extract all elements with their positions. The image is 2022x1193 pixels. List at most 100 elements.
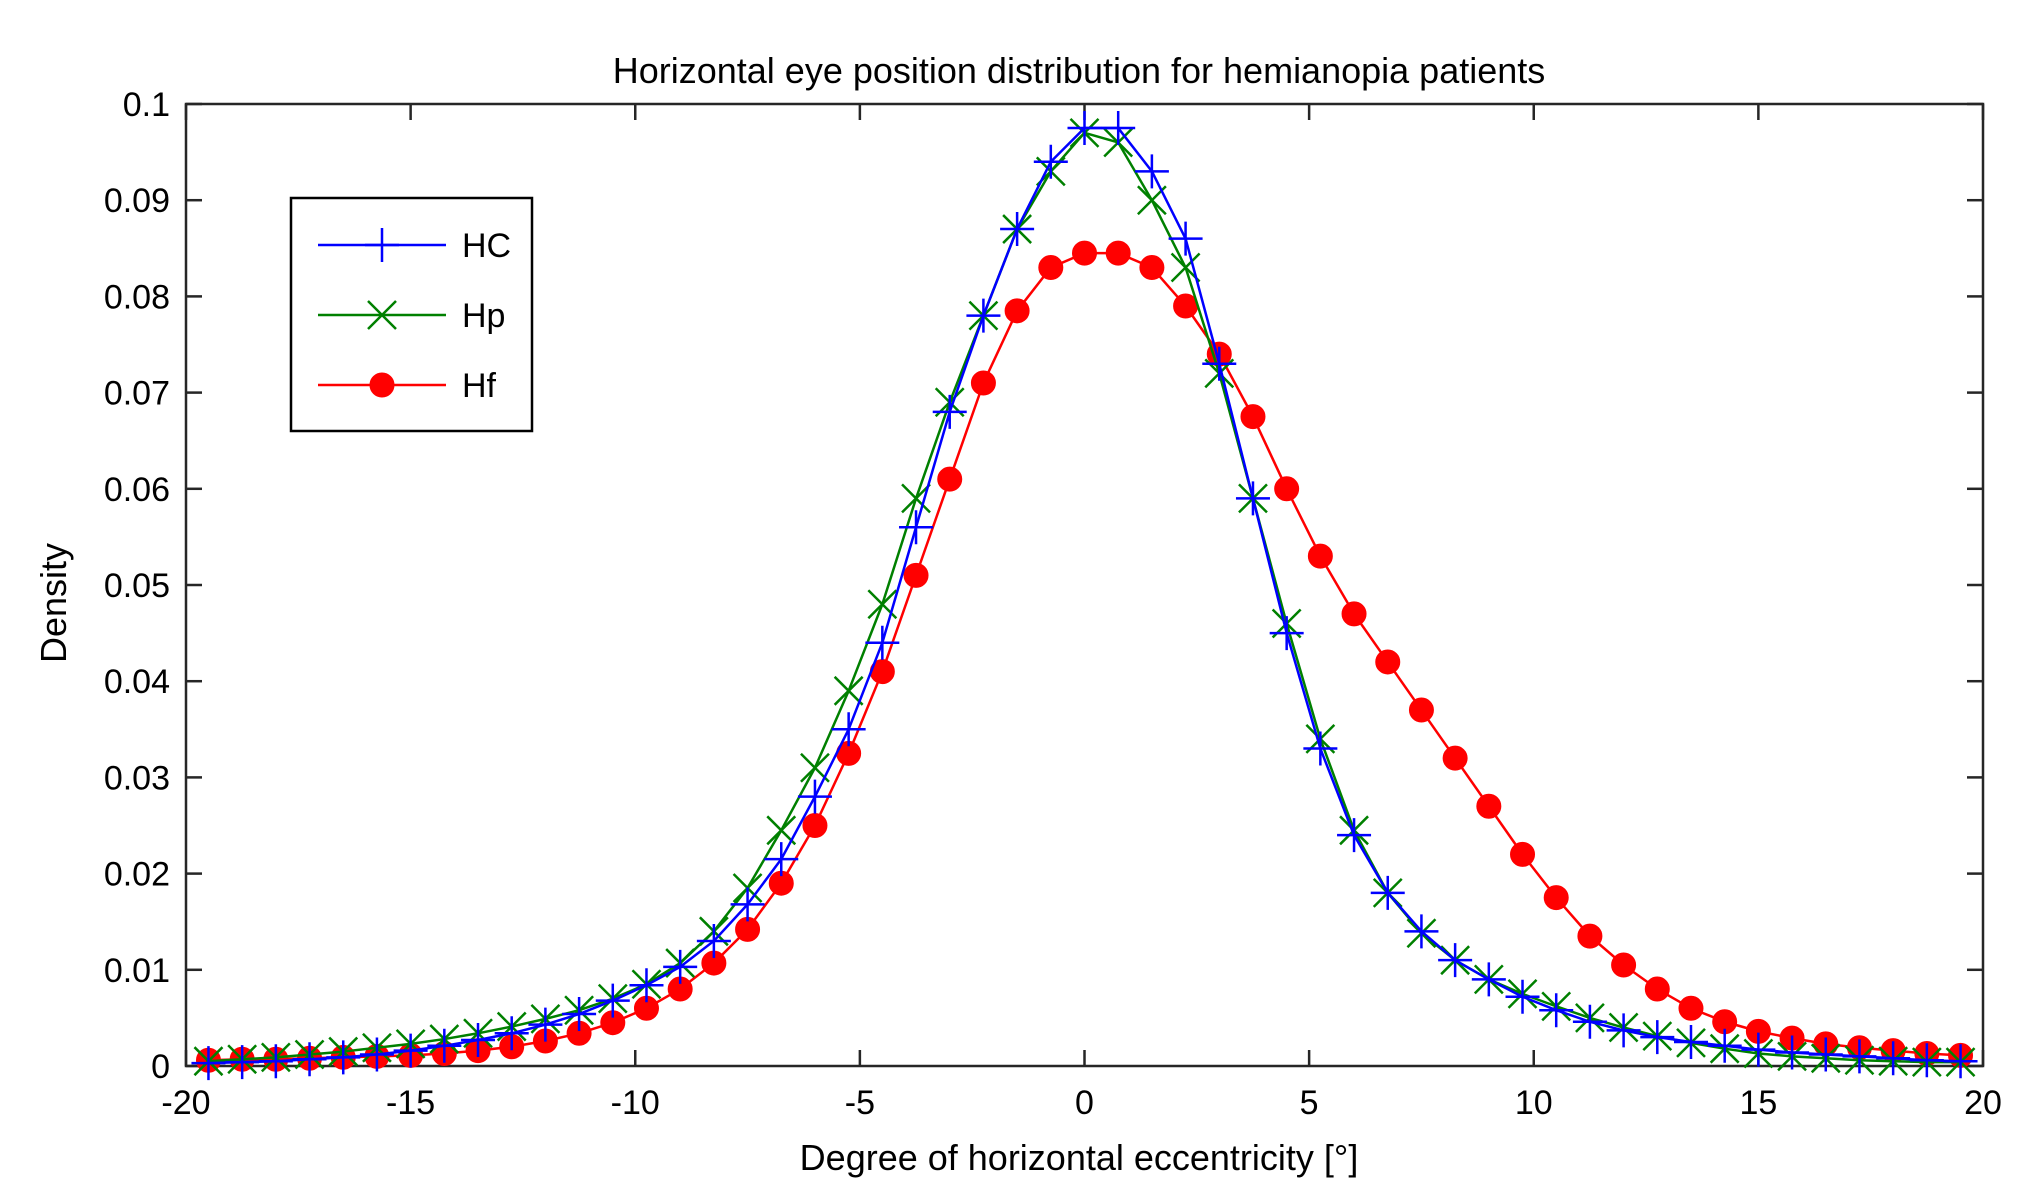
data-point-HC xyxy=(865,625,900,660)
data-point-Hf xyxy=(1307,543,1333,569)
data-point-Hf xyxy=(802,813,828,838)
data-point-HC xyxy=(1202,346,1237,381)
data-point-HC xyxy=(1876,1041,1911,1076)
y-axis-label: Density xyxy=(33,543,74,663)
legend-marker-Hp xyxy=(367,300,397,330)
y-tick-label: 0 xyxy=(151,1048,170,1086)
data-point-Hf xyxy=(1004,298,1030,324)
data-point-Hp xyxy=(833,675,864,706)
data-point-HC xyxy=(1943,1044,1978,1079)
data-point-HC xyxy=(1707,1028,1742,1063)
data-point-HC xyxy=(1303,731,1338,766)
data-point-HC xyxy=(1505,979,1540,1014)
legend-marker-Hf xyxy=(369,372,395,398)
y-tick-label: 0.06 xyxy=(104,471,170,509)
data-point-Hf xyxy=(970,370,996,396)
data-point-HC xyxy=(1337,818,1372,853)
data-point-HC xyxy=(359,1037,394,1072)
y-tick-label: 0.1 xyxy=(123,86,170,124)
data-point-HC xyxy=(225,1045,260,1080)
data-point-Hf xyxy=(1105,240,1131,266)
data-point-Hf xyxy=(1476,793,1502,819)
data-point-HC xyxy=(494,1016,529,1051)
y-tick-label: 0.03 xyxy=(104,759,170,797)
y-tick-label: 0.02 xyxy=(104,856,170,894)
data-point-Hf xyxy=(1543,885,1569,911)
data-point-HC xyxy=(899,510,934,545)
x-tick-label: 15 xyxy=(1739,1084,1777,1122)
data-point-Hf xyxy=(1072,240,1097,266)
y-tick-label: 0.05 xyxy=(104,567,170,605)
data-point-HC xyxy=(1640,1020,1675,1055)
data-point-HC xyxy=(1067,111,1102,146)
data-point-Hf xyxy=(1240,404,1266,430)
x-tick-label: 0 xyxy=(1075,1084,1094,1122)
legend-label-HC: HC xyxy=(462,227,511,265)
data-point-HC xyxy=(1471,962,1506,997)
data-point-HC xyxy=(1000,212,1035,247)
data-point-HC xyxy=(932,394,967,429)
legend: HC Hp Hf xyxy=(289,196,534,433)
y-tick-label: 0.08 xyxy=(104,278,170,316)
data-point-Hf xyxy=(1611,952,1637,978)
data-point-HC xyxy=(797,779,832,814)
data-point-HC xyxy=(1269,616,1304,651)
y-tick-label: 0.09 xyxy=(104,182,170,220)
data-point-HC xyxy=(966,298,1001,333)
data-point-Hf xyxy=(903,562,929,588)
data-point-HC xyxy=(393,1033,428,1068)
data-point-HC xyxy=(1741,1032,1776,1067)
data-point-HC xyxy=(663,949,698,984)
x-tick-label: -5 xyxy=(845,1084,875,1122)
data-point-Hf xyxy=(1341,601,1367,627)
y-tick-label: 0.01 xyxy=(104,952,170,990)
x-tick-label: -20 xyxy=(161,1084,210,1122)
data-point-HC xyxy=(1370,875,1405,910)
plot-area: -20 -15 -10 -5 0 5 10 15 20 0 0.01 0.02 0.03 0.04 0.05… xyxy=(104,86,2002,1122)
data-point-HC xyxy=(326,1040,361,1075)
data-point-Hf xyxy=(1408,697,1434,723)
data-point-Hf xyxy=(1038,255,1064,281)
data-point-HC xyxy=(730,887,765,922)
data-point-HC xyxy=(562,997,597,1032)
data-point-Hf xyxy=(1442,745,1468,771)
x-tick-label: -10 xyxy=(611,1084,660,1122)
x-tick-label: 10 xyxy=(1515,1084,1553,1122)
data-point-HC xyxy=(528,1007,563,1042)
data-point-HC xyxy=(427,1028,462,1063)
data-point-HC xyxy=(461,1023,496,1058)
data-point-Hf xyxy=(1510,841,1536,867)
data-point-HC xyxy=(1842,1039,1877,1074)
data-point-HC xyxy=(1101,111,1136,146)
legend-marker-HC xyxy=(365,228,399,262)
data-point-HC xyxy=(696,923,731,958)
data-point-HC xyxy=(629,968,664,1003)
data-point-Hf xyxy=(1577,923,1603,949)
data-point-HC xyxy=(1572,1004,1607,1039)
series-HC xyxy=(191,111,1978,1081)
data-point-HC xyxy=(1168,221,1203,256)
data-point-HC xyxy=(1033,144,1068,179)
data-point-HC xyxy=(831,712,866,747)
data-point-HC xyxy=(1404,914,1439,949)
data-point-Hf xyxy=(937,466,963,492)
data-point-HC xyxy=(1235,481,1270,516)
data-point-Hf xyxy=(1678,995,1704,1021)
data-point-Hf xyxy=(1375,649,1401,675)
data-point-HC xyxy=(1775,1035,1810,1070)
data-point-HC xyxy=(191,1046,226,1081)
data-point-HC xyxy=(292,1042,327,1077)
data-point-HC xyxy=(1438,943,1473,978)
y-tick-label: 0.04 xyxy=(104,663,170,701)
data-point-HC xyxy=(595,983,630,1018)
legend-label-Hp: Hp xyxy=(462,297,505,335)
data-point-Hf xyxy=(1644,976,1670,1002)
x-axis-label: Degree of horizontal eccentricity [°] xyxy=(800,1137,1359,1178)
data-point-HC xyxy=(764,842,799,877)
data-point-HC xyxy=(258,1044,293,1079)
data-point-HC xyxy=(1673,1024,1708,1059)
x-tick-label: 20 xyxy=(1964,1084,2002,1122)
data-point-HC xyxy=(1808,1037,1843,1072)
data-point-Hf xyxy=(1274,476,1300,502)
